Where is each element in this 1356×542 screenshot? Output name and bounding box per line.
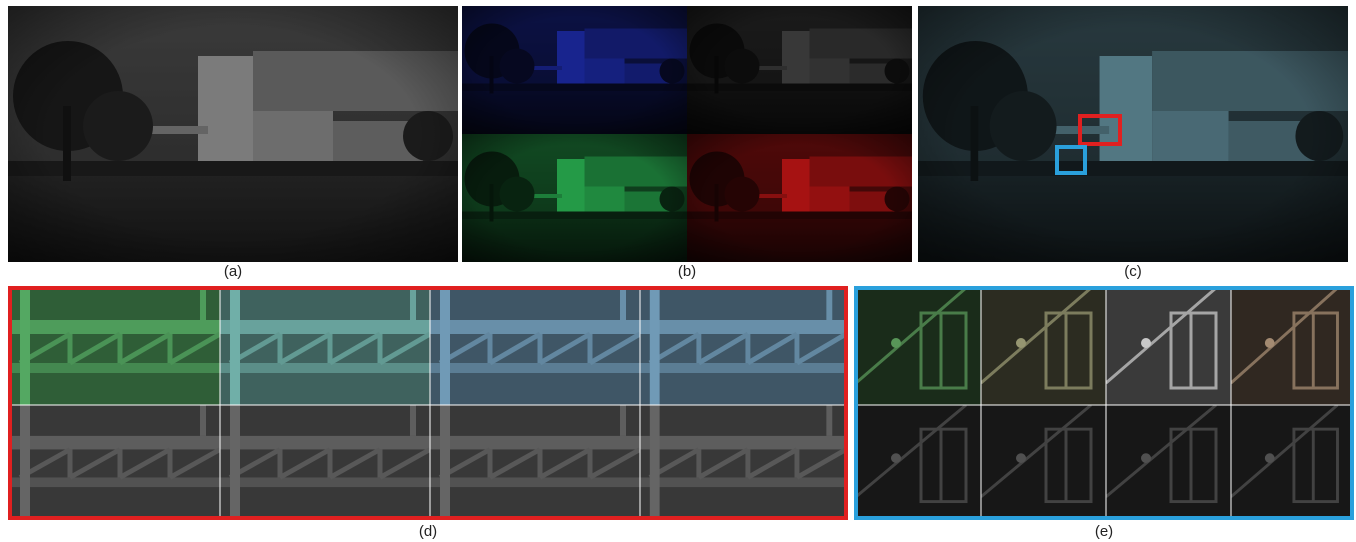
image-a <box>8 6 458 262</box>
caption: (e) <box>1095 523 1113 540</box>
figure: (a) (b) (c) <box>0 0 1356 542</box>
crops-e <box>856 288 1352 518</box>
caption: (d) <box>419 523 437 540</box>
crops-d <box>10 288 846 518</box>
image-c <box>918 6 1348 262</box>
caption: (b) <box>678 263 696 280</box>
caption: (c) <box>1124 263 1142 280</box>
caption: (a) <box>224 263 242 280</box>
image-b <box>462 6 912 262</box>
